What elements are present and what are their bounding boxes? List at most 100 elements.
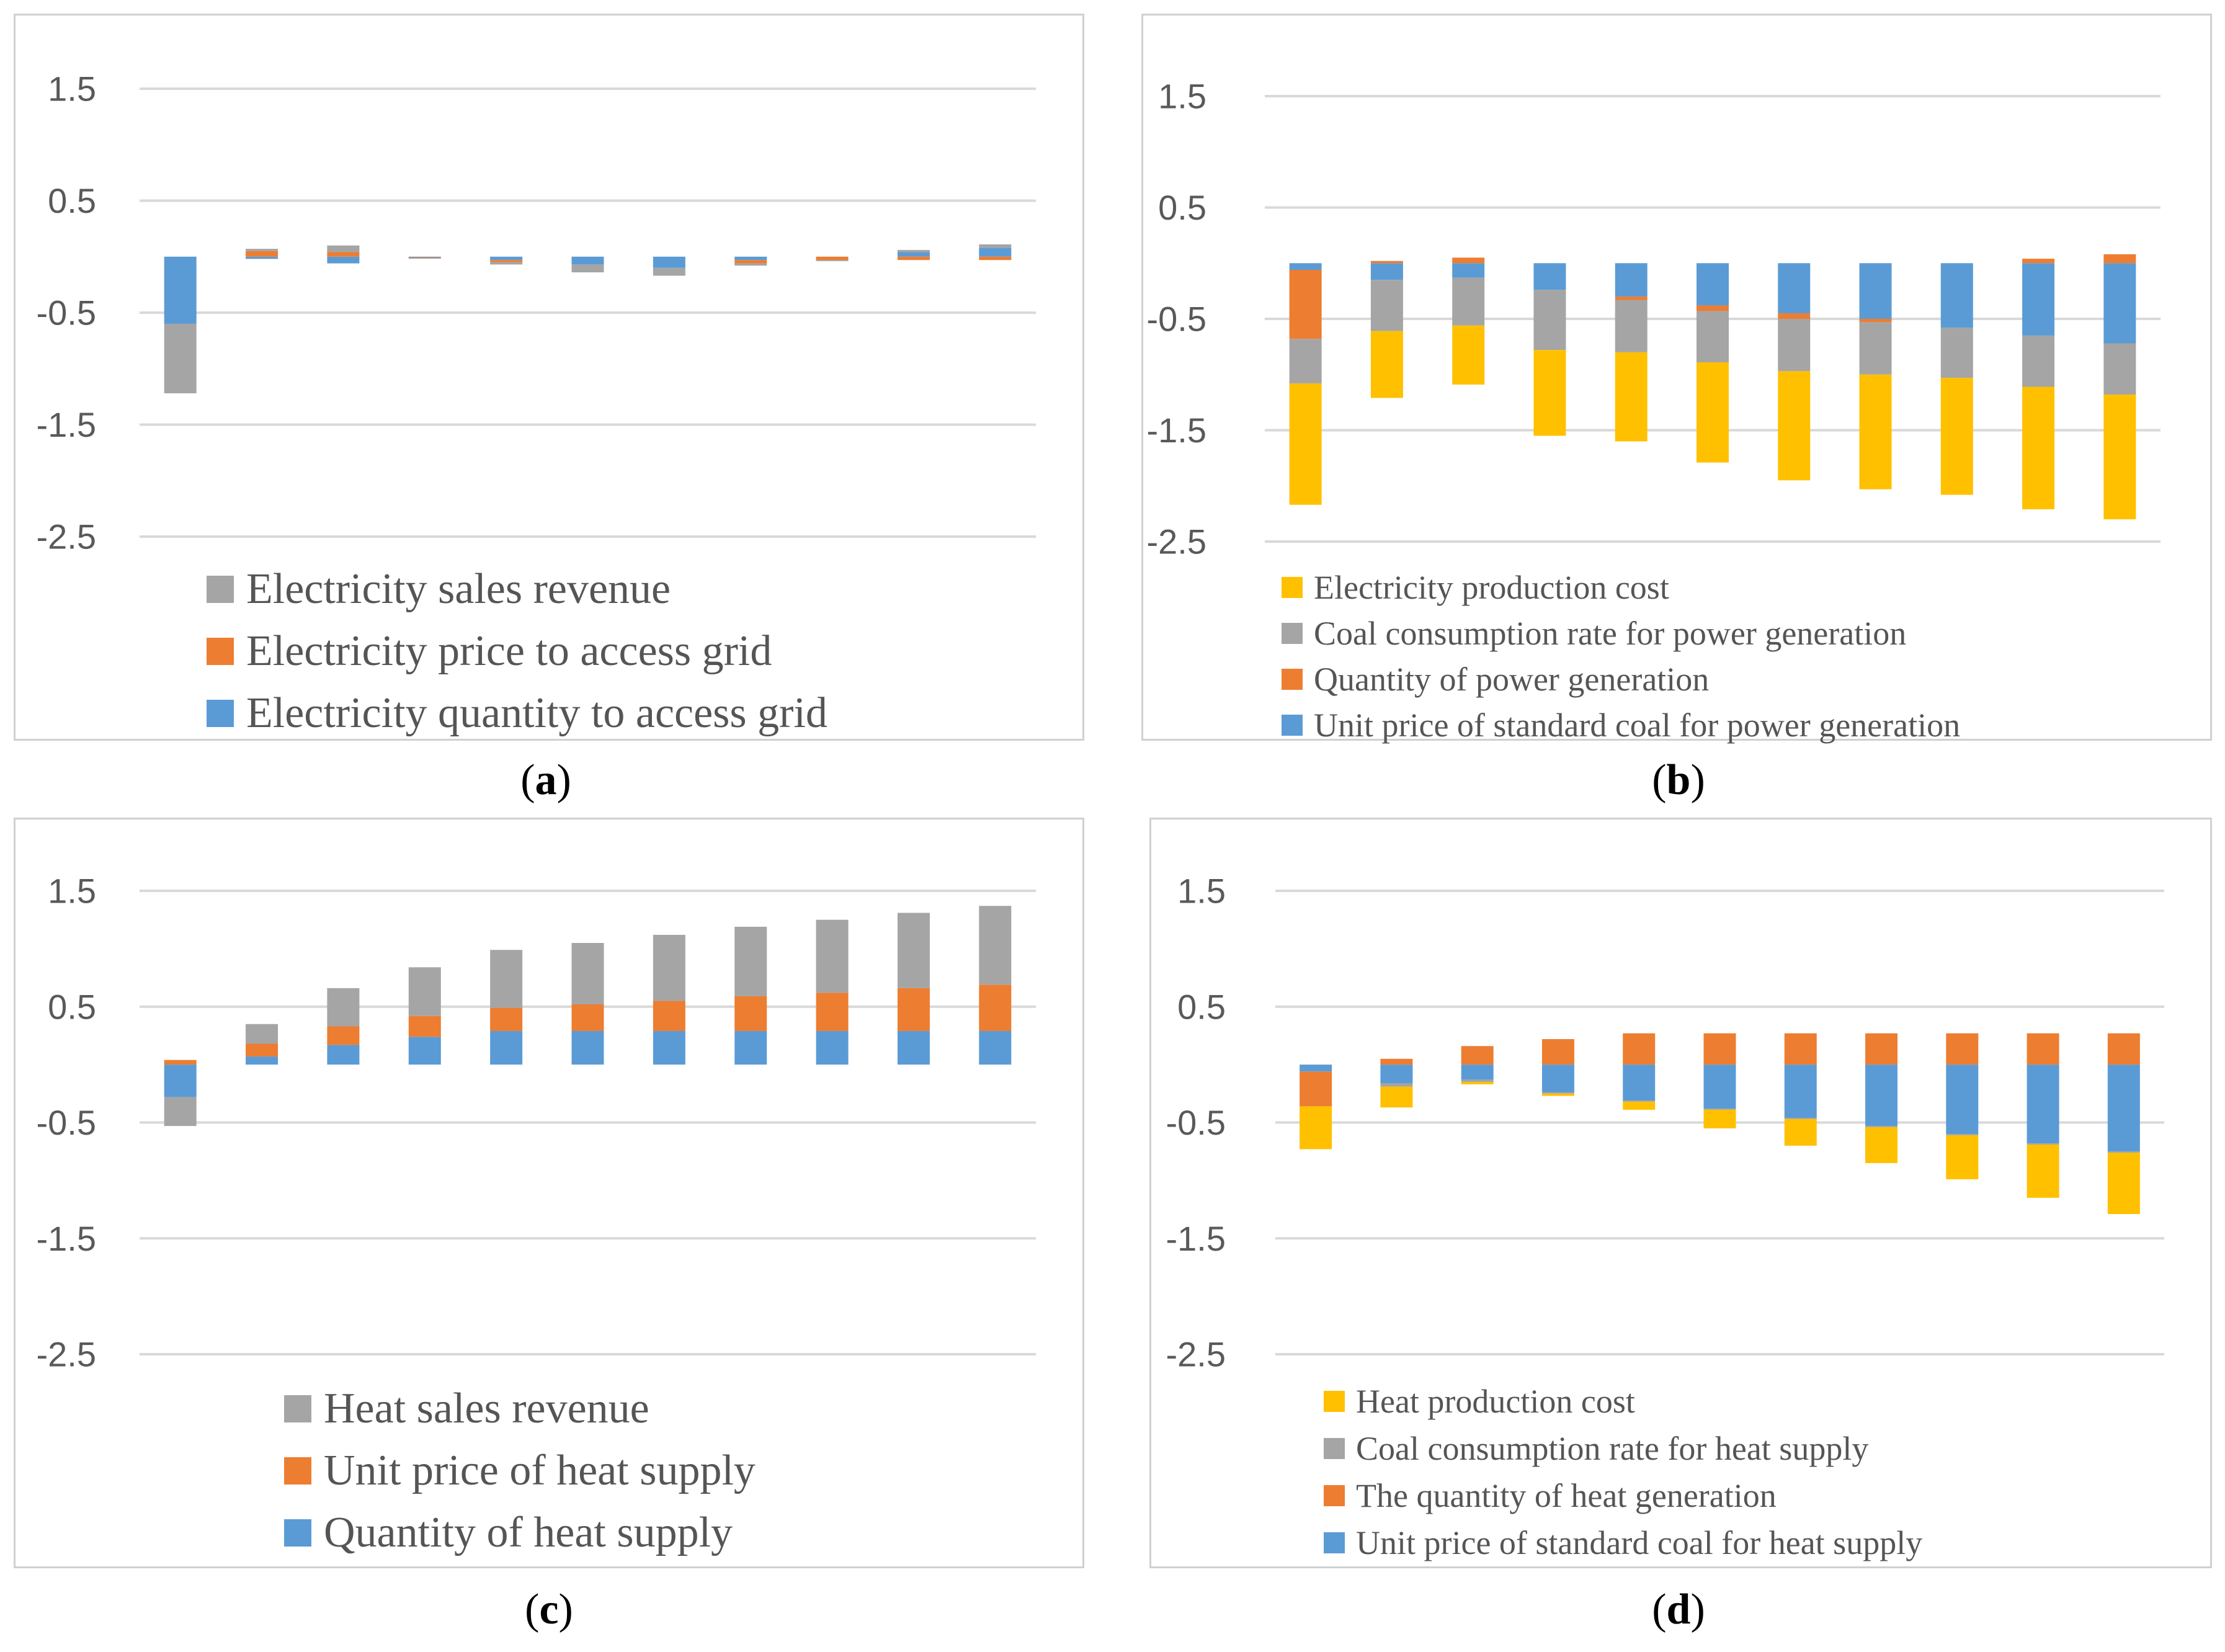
chart-c-bar-gray-9 — [816, 919, 849, 993]
chart-b-plot: 1.5 0.5 -0.5 -1.5 -2.5 — [1147, 77, 2160, 561]
chart-b-legend-item: Electricity production cost — [1282, 565, 1960, 610]
chart-b-bar-yellow-3 — [1452, 325, 1485, 385]
chart-c-bar-gray-2 — [246, 1024, 279, 1044]
chart-c-bar-gray-8 — [734, 926, 767, 996]
chart-c-legend-item: Quantity of heat supply — [284, 1502, 756, 1564]
chart-a-legend-label: Electricity price to access grid — [246, 627, 772, 675]
chart-b-bar-gray-8 — [1859, 322, 1892, 375]
chart-d-bar-orange-8 — [1865, 1033, 1898, 1065]
chart-c-ytick-label: -0.5 — [37, 1103, 97, 1142]
chart-a-bar-gray-9 — [816, 260, 849, 261]
chart-b-bar-gray-7 — [1778, 319, 1811, 372]
chart-d-ytick-label: -2.5 — [1166, 1335, 1226, 1374]
chart-c-legend-label: Heat sales revenue — [324, 1385, 649, 1432]
chart-b-bar-gray-6 — [1697, 311, 1729, 363]
chart-b-legend: Electricity production cost Coal consumpt… — [1282, 565, 1960, 748]
chart-d-legend-swatch — [1324, 1532, 1345, 1553]
chart-c-bar-blue-6 — [571, 1030, 604, 1065]
chart-d-bar-gray-3 — [1461, 1079, 1494, 1083]
chart-b-bar-orange-3 — [1452, 257, 1485, 264]
chart-b-bar-yellow-7 — [1778, 371, 1811, 481]
chart-d-bar-yellow-11 — [2107, 1153, 2140, 1215]
chart-c-legend-swatch — [284, 1519, 311, 1547]
chart-panel-b: 1.5 0.5 -0.5 -1.5 -2.5 Electricity productio… — [1141, 14, 2212, 744]
chart-b-bar-yellow-9 — [1940, 378, 1973, 495]
chart-b-bar-gray-4 — [1533, 290, 1566, 350]
chart-c-bar-gray-4 — [408, 967, 441, 1016]
chart-b-ytick-label: -2.5 — [1147, 522, 1207, 561]
chart-d-bar-yellow-9 — [1946, 1135, 1979, 1180]
chart-d-bar-gray-6 — [1703, 1109, 1736, 1110]
chart-b-bar-blue-10 — [2022, 263, 2055, 336]
chart-b-bar-gray-5 — [1615, 300, 1648, 352]
chart-c-bar-blue-7 — [653, 1030, 685, 1065]
chart-b-bar-orange-6 — [1697, 305, 1729, 311]
chart-d-bar-yellow-10 — [2027, 1144, 2059, 1198]
chart-a-bar-gray-7 — [653, 267, 685, 276]
chart-d-legend-label: Unit price of standard coal for heat sup… — [1356, 1524, 1923, 1561]
chart-a-bar-blue-4 — [408, 256, 441, 258]
chart-d-bar-gray-9 — [1946, 1134, 1979, 1136]
chart-c-bar-blue-3 — [327, 1045, 360, 1065]
chart-a-bar-orange-3 — [327, 252, 360, 257]
chart-a-bar-orange-4 — [408, 257, 441, 259]
chart-d-bar-gray-7 — [1784, 1118, 1817, 1119]
chart-b-legend-swatch — [1282, 715, 1303, 736]
chart-d-bar-blue-8 — [1865, 1065, 1898, 1127]
chart-a-legend-item: Electricity quantity to access grid — [207, 682, 827, 744]
chart-b-bar-gray-11 — [2103, 343, 2136, 395]
chart-d-bar-blue-11 — [2107, 1065, 2140, 1152]
chart-c-legend-item: Heat sales revenue — [284, 1378, 756, 1440]
chart-b-legend-swatch — [1282, 623, 1303, 644]
chart-b-bar-blue-9 — [1940, 263, 1973, 328]
chart-c-legend-swatch — [284, 1457, 311, 1485]
chart-a-legend-swatch — [207, 700, 234, 727]
chart-d-bar-gray-11 — [2107, 1151, 2140, 1153]
chart-d-bar-gray-4 — [1541, 1092, 1574, 1094]
chart-d-bar-blue-6 — [1703, 1065, 1736, 1109]
chart-d-bar-blue-7 — [1784, 1065, 1817, 1118]
chart-b-bar-yellow-1 — [1289, 383, 1322, 505]
chart-c-legend-swatch — [284, 1395, 311, 1422]
chart-a-bar-gray-10 — [897, 249, 930, 252]
chart-a-bar-orange-10 — [897, 256, 930, 261]
chart-b-bar-yellow-11 — [2103, 395, 2136, 520]
chart-d-ytick-label: -0.5 — [1166, 1103, 1226, 1142]
chart-d-ytick-label: -1.5 — [1166, 1219, 1226, 1258]
chart-b-bar-blue-4 — [1533, 263, 1566, 290]
chart-c-bar-blue-10 — [897, 1030, 930, 1065]
chart-d-bar-blue-4 — [1541, 1065, 1574, 1092]
chart-c-bar-blue-1 — [164, 1065, 197, 1097]
chart-b-bar-orange-1 — [1289, 270, 1322, 339]
chart-a-bar-blue-6 — [571, 256, 604, 265]
chart-c-bar-orange-4 — [408, 1016, 441, 1037]
chart-b-bar-yellow-5 — [1615, 352, 1648, 442]
chart-b-bar-blue-3 — [1452, 263, 1485, 278]
chart-c-ytick-label: -1.5 — [37, 1219, 97, 1258]
chart-a-bar-blue-5 — [490, 256, 523, 261]
chart-c-ytick-label: 1.5 — [48, 872, 96, 911]
chart-c-bar-orange-9 — [816, 993, 849, 1031]
chart-b-bar-gray-3 — [1452, 277, 1485, 326]
chart-a-bar-blue-10 — [897, 252, 930, 257]
chart-a-ytick-label: 1.5 — [48, 69, 96, 109]
chart-a-bar-gray-1 — [164, 324, 197, 393]
chart-b-bar-yellow-10 — [2022, 386, 2055, 509]
chart-b-ytick-label: 0.5 — [1158, 188, 1206, 227]
chart-b-bar-yellow-6 — [1697, 362, 1729, 463]
chart-d-legend: Heat production cost Coal consumption rat… — [1324, 1378, 1922, 1566]
chart-b-legend-label: Unit price of standard coal for power ge… — [1314, 707, 1961, 744]
chart-b-bar-blue-1 — [1289, 263, 1322, 270]
chart-a-bar-gray-3 — [327, 245, 360, 252]
chart-b-bar-blue-7 — [1778, 263, 1811, 314]
chart-d-bar-gray-8 — [1865, 1126, 1898, 1127]
chart-d-bar-orange-7 — [1784, 1033, 1817, 1065]
chart-panel-c: 1.5 0.5 -0.5 -1.5 -2.5 Heat sales revenue Uni… — [14, 818, 1084, 1568]
chart-d-bar-blue-5 — [1623, 1065, 1656, 1101]
chart-a-bar-gray-8 — [734, 263, 767, 266]
chart-c-ytick-label: 0.5 — [48, 987, 96, 1026]
chart-a-bar-orange-9 — [816, 256, 849, 261]
chart-c-bar-blue-4 — [408, 1037, 441, 1065]
chart-a-legend-item: Electricity price to access grid — [207, 620, 827, 682]
chart-d-bar-gray-10 — [2027, 1143, 2059, 1145]
